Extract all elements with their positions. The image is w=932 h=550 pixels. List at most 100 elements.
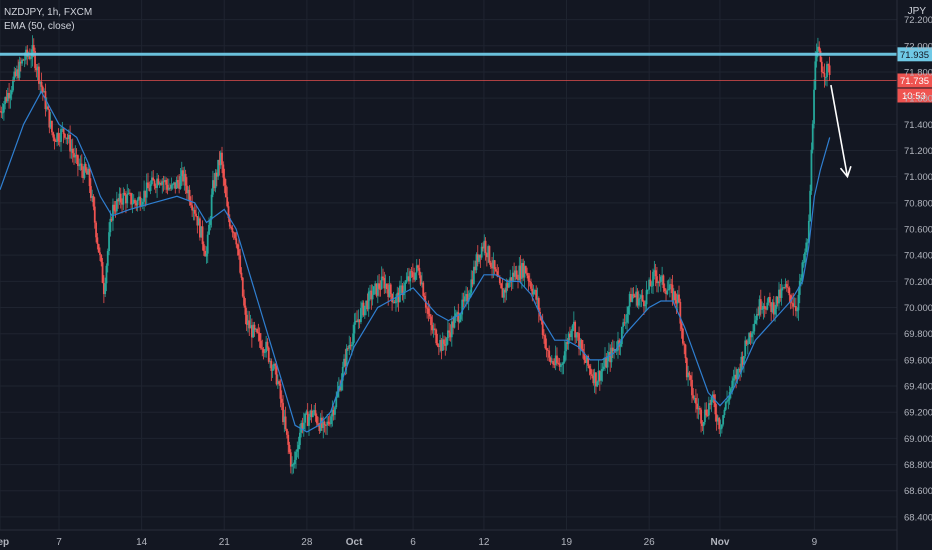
candle-body [157,178,160,185]
candle-body [544,335,547,349]
candle-body [565,342,567,352]
candle-body [422,282,425,296]
time-axis-label: Sep [0,537,9,548]
candle-body [64,133,66,138]
candle-body [417,265,419,268]
candle-body [214,172,217,189]
candle-body [162,181,165,183]
candle-body [609,352,612,363]
candle-body [398,285,401,303]
candle-body [533,290,536,292]
candle-body [427,308,430,314]
candle-body [736,369,739,380]
candle-body [266,341,269,348]
candle-body [522,263,525,278]
candle-body [800,277,802,281]
candle-body [96,237,99,245]
candle-body [548,350,551,358]
horizontal-lines-layer[interactable]: 71.935 71.735 10:53 [0,47,932,103]
candle-body [727,399,730,401]
time-axis-label: 7 [56,537,62,548]
candle-body [22,59,25,61]
symbol-label[interactable]: NZDJPY, 1h, FXCM [4,7,93,18]
candle-body [384,283,387,289]
candle-body [184,173,187,186]
candle-body [606,356,609,368]
candle-body [123,192,126,195]
candle-body [737,368,740,370]
candle-body [282,402,284,423]
candle-body [541,320,544,335]
candle-body [260,340,262,349]
candle-body [306,411,309,426]
candle-body [723,409,726,416]
candle-body [256,329,258,333]
candle-body [35,68,38,71]
candle-body [500,283,503,289]
candle-body [347,348,349,350]
candle-body [126,193,129,204]
currency-label[interactable]: JPY [907,6,926,17]
candle-body [141,201,144,205]
candle-body [691,379,693,396]
candle-body [361,302,364,309]
candle-body [705,409,708,416]
candle-body [91,196,94,198]
candle-body [395,297,397,304]
candle-body [318,425,321,432]
candle-body [463,296,466,302]
candle-body [419,275,422,285]
candle-body [744,340,747,356]
candle-body [115,199,118,212]
candle-body [409,271,412,282]
candle-body [797,294,800,311]
candle-body [79,163,82,166]
candle-body [731,380,734,389]
indicator-label[interactable]: EMA (50, close) [4,21,75,32]
candle-body [784,284,787,288]
candle-body [205,253,208,257]
candle-body [482,246,484,249]
candle-body [546,349,549,351]
candle-body [391,293,393,302]
candle-body [230,226,232,229]
candle-body [163,179,166,183]
annotation-layer[interactable] [830,84,852,179]
candle-body [798,280,801,295]
candle-body [794,305,797,311]
candle-body [566,342,569,345]
candle-body [350,344,353,347]
candle-body [363,305,366,316]
candle-body [472,266,475,285]
candle-body [768,296,771,303]
candle-body [506,283,509,288]
candle-body [671,284,674,301]
bearish-arrow-head[interactable] [839,165,852,179]
candle-body [779,289,782,298]
candle-body [41,86,44,93]
candle-body [197,218,200,226]
candle-body [759,299,762,310]
resistance-price-value: 71.935 [900,50,929,61]
candle-body [392,301,395,303]
candle-body [462,299,465,302]
candle-body [702,421,705,427]
price-axis-label: 68.400 [904,512,932,523]
bearish-arrow-shaft[interactable] [830,84,849,177]
ema-layer [0,90,831,433]
candle-body [770,302,773,312]
candle-body [36,66,39,71]
candle-body [783,287,786,289]
candle-body [369,290,371,292]
candle-body [628,293,631,307]
candle-body [73,153,75,158]
candle-body [221,152,223,165]
candle-body [53,137,56,142]
candle-body [70,148,73,152]
candle-body [170,184,173,189]
candle-body [253,324,256,330]
candle-body [153,180,156,187]
